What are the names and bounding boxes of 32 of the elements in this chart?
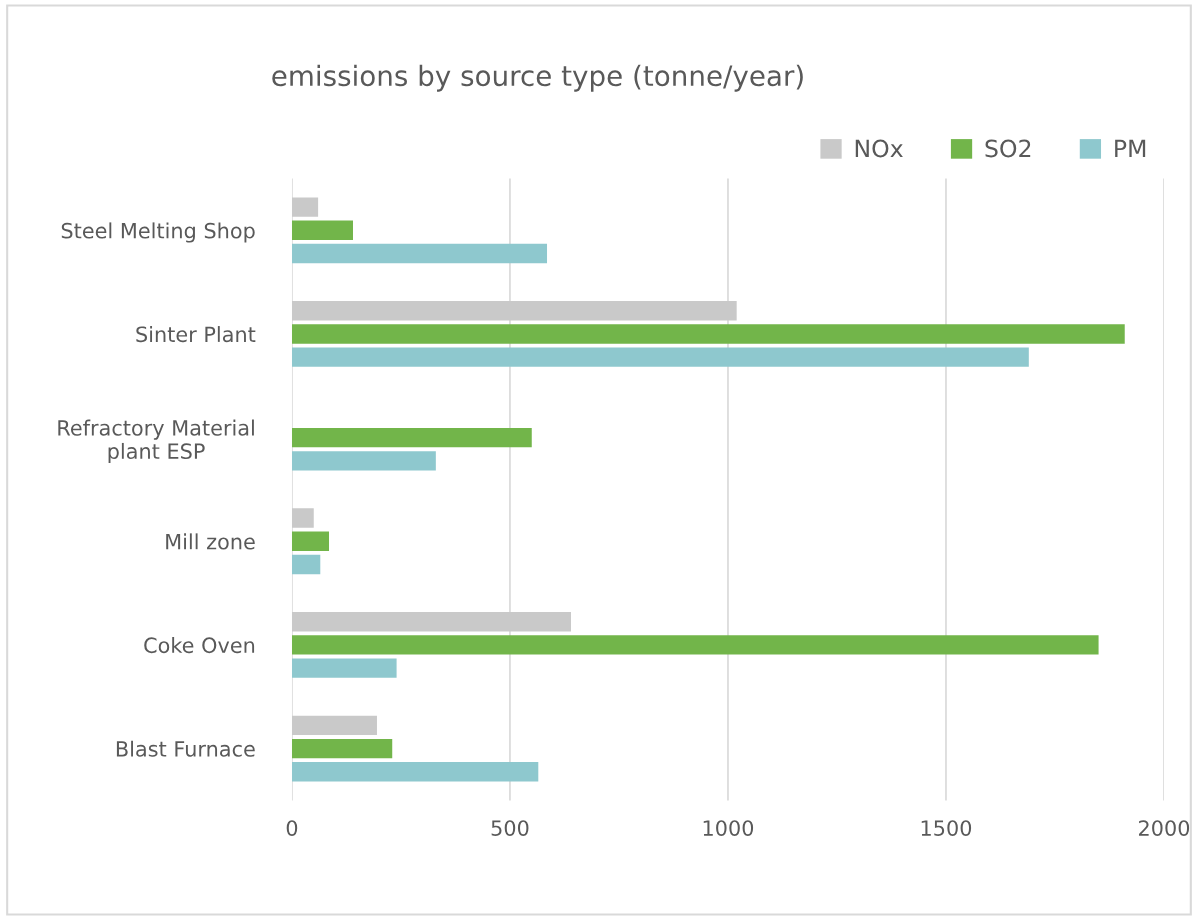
- bar: [291, 762, 539, 782]
- y-tick-label: Refractory Material plant ESP: [58, 419, 254, 464]
- bar: [291, 508, 314, 528]
- bar: [291, 635, 1099, 655]
- bar: [291, 427, 532, 448]
- bar: [291, 658, 397, 678]
- x-tick-label: 1000: [703, 820, 754, 836]
- bar: [291, 324, 1125, 344]
- y-tick-label: Steel Melting Shop: [61, 222, 255, 243]
- bar: [291, 197, 319, 217]
- y-tick-label: Blast Furnace: [116, 740, 255, 757]
- bar: [291, 451, 436, 471]
- bar: [291, 347, 1029, 367]
- legend-label: NOx: [855, 139, 903, 158]
- x-tick-label: 1500: [921, 820, 972, 836]
- y-tick-label: Mill zone: [166, 533, 255, 550]
- chart-title: emissions by source type (tonne/year): [272, 64, 803, 92]
- bar: [291, 220, 353, 240]
- x-tick-label: 0: [286, 820, 298, 836]
- bar: [291, 301, 737, 321]
- bar: [291, 531, 330, 551]
- x-tick-label: 500: [491, 820, 529, 836]
- legend-label: PM: [1115, 139, 1146, 158]
- bar: [291, 738, 393, 759]
- y-tick-label: Sinter Plant: [136, 326, 256, 343]
- legend-label: SO2: [985, 139, 1031, 158]
- bar: [291, 554, 321, 575]
- bar: [291, 612, 571, 632]
- bar: [291, 243, 548, 264]
- bar: [291, 715, 377, 736]
- x-tick-label: 2000: [1138, 820, 1190, 836]
- y-tick-label: Coke Oven: [144, 637, 255, 654]
